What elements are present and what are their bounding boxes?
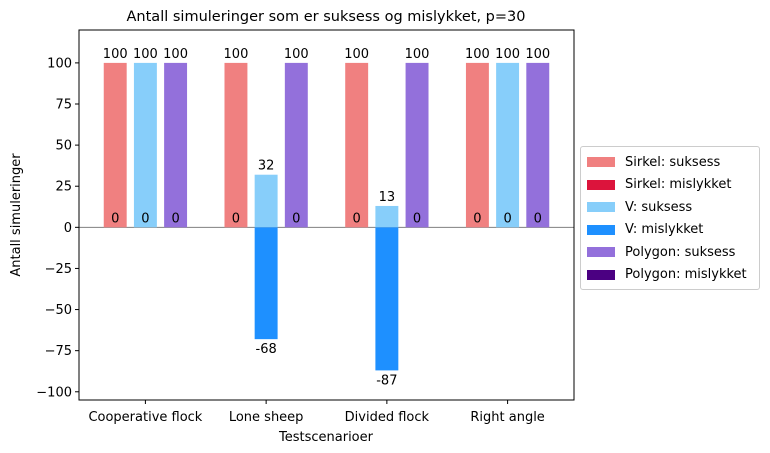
y-tick-label: −100 xyxy=(36,385,72,400)
y-axis-label: Antall simuleringer xyxy=(9,153,24,277)
data-label: 0 xyxy=(232,211,240,226)
data-label: 13 xyxy=(379,190,396,205)
bar xyxy=(496,62,520,228)
y-tick-label: −25 xyxy=(45,262,72,277)
legend-item: Sirkel: suksess xyxy=(587,151,753,174)
data-label: 0 xyxy=(111,211,119,226)
legend-label: V: mislykket xyxy=(625,222,704,238)
data-label: 100 xyxy=(284,47,309,62)
y-tick-label: 50 xyxy=(55,139,72,154)
data-label: 0 xyxy=(353,211,361,226)
data-label: 100 xyxy=(465,47,490,62)
data-label: 100 xyxy=(525,47,550,62)
x-tick-label: Divided flock xyxy=(345,410,430,425)
legend-item: Sirkel: mislykket xyxy=(587,174,753,197)
legend-swatch xyxy=(587,202,615,213)
data-label: 32 xyxy=(258,159,275,174)
bar xyxy=(103,62,127,228)
y-tick-label: 100 xyxy=(47,56,72,71)
y-tick-label: 25 xyxy=(55,180,72,195)
x-tick-label: Right angle xyxy=(470,410,544,425)
bar xyxy=(375,227,399,371)
data-label: 100 xyxy=(224,47,249,62)
legend-label: Polygon: mislykket xyxy=(625,267,747,283)
bar xyxy=(345,62,369,228)
legend: Sirkel: suksess Sirkel: mislykket V: sukse… xyxy=(580,146,760,290)
data-label: 0 xyxy=(503,211,511,226)
legend-item: V: mislykket xyxy=(587,219,753,242)
legend-item: Polygon: mislykket xyxy=(587,264,753,287)
bar xyxy=(164,62,188,228)
legend-swatch xyxy=(587,224,615,235)
bar xyxy=(254,174,278,228)
bar xyxy=(284,62,308,228)
plot-area: 100 100 100 100 0 0 0 0 100 32 13 100 0 -68 -87 0 100 100… xyxy=(36,29,575,425)
data-label: 0 xyxy=(141,211,149,226)
y-tick-label: −75 xyxy=(45,344,72,359)
axes-frame xyxy=(78,29,575,401)
data-label: 100 xyxy=(133,47,158,62)
x-tick-label: Cooperative flock xyxy=(88,410,202,425)
y-tick-label: 0 xyxy=(64,221,72,236)
y-tick-label: 75 xyxy=(55,98,72,113)
legend-swatch xyxy=(587,269,615,280)
legend-item: Polygon: suksess xyxy=(587,241,753,264)
data-label: -68 xyxy=(256,342,277,357)
chart-title: Antall simuleringer som er suksess og mi… xyxy=(127,9,526,25)
bar xyxy=(526,62,550,228)
legend-label: Polygon: suksess xyxy=(625,244,736,260)
bar xyxy=(405,62,429,228)
data-label: 0 xyxy=(413,211,421,226)
data-label: 0 xyxy=(292,211,300,226)
bar xyxy=(375,205,399,228)
data-label: -87 xyxy=(376,373,397,388)
y-tick-label: −50 xyxy=(45,303,72,318)
data-label: 100 xyxy=(344,47,369,62)
legend-item: V: suksess xyxy=(587,196,753,219)
legend-swatch xyxy=(587,179,615,190)
bar xyxy=(254,227,278,340)
bar xyxy=(224,62,248,228)
legend-swatch xyxy=(587,247,615,258)
data-label: 0 xyxy=(473,211,481,226)
legend-swatch xyxy=(587,157,615,168)
legend-label: V: suksess xyxy=(625,199,693,215)
bar xyxy=(133,62,157,228)
data-label: 0 xyxy=(171,211,179,226)
data-label: 100 xyxy=(495,47,520,62)
data-label: 100 xyxy=(405,47,430,62)
legend-label: Sirkel: mislykket xyxy=(625,177,732,193)
bar xyxy=(465,62,489,228)
legend-label: Sirkel: suksess xyxy=(625,154,721,170)
data-label: 0 xyxy=(534,211,542,226)
data-label: 100 xyxy=(163,47,188,62)
x-axis-label: Testscenarioer xyxy=(278,430,374,445)
data-label: 100 xyxy=(103,47,128,62)
x-tick-label: Lone sheep xyxy=(229,410,304,425)
